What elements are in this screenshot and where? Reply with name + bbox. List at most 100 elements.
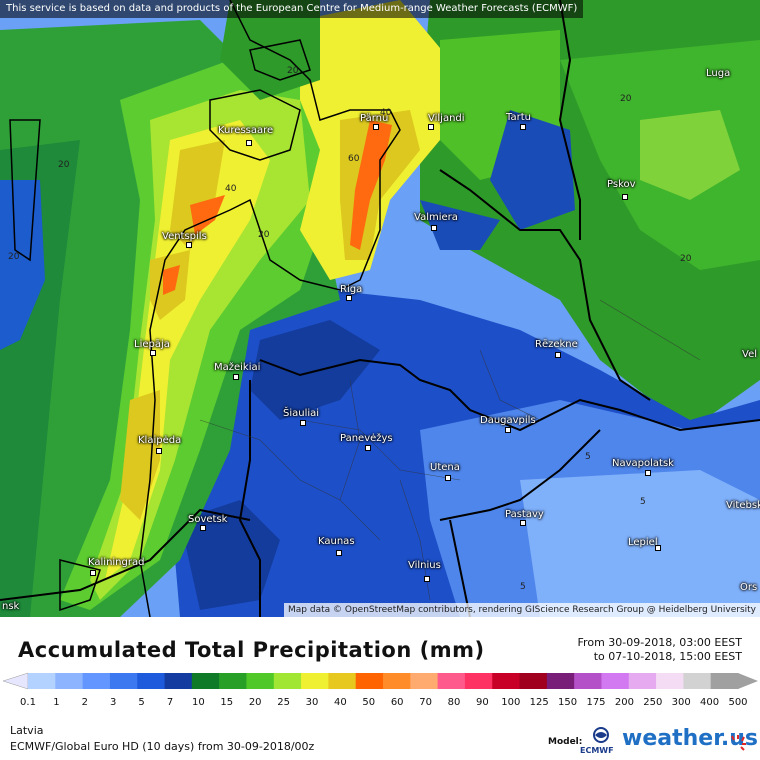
legend-swatch: [683, 673, 712, 689]
city-marker: [555, 352, 561, 358]
contour-label: 20: [58, 160, 70, 170]
city-marker: [431, 225, 437, 231]
legend-tick-label: 90: [476, 697, 489, 708]
legend-swatch: [601, 673, 630, 689]
city-marker: [655, 545, 661, 551]
city-label-luga[interactable]: Luga: [706, 68, 731, 79]
precip-10-valmiera: [420, 200, 500, 250]
city-label-siauliai[interactable]: Šiauliai: [283, 408, 320, 419]
hiiumaa-coast: [249, 39, 311, 81]
legend-tick-label: 0.1: [20, 697, 36, 708]
city-label-liepaja[interactable]: Liepāja: [134, 339, 170, 350]
city-label-tartu[interactable]: Tartu: [506, 112, 531, 123]
legend-swatch: [164, 673, 193, 689]
legend-tick-label: 125: [529, 697, 549, 708]
model-info: ECMWF/Global Euro HD (10 days) from 30-0…: [10, 740, 315, 753]
legend-tick-label: 25: [277, 697, 290, 708]
legend-swatch: [546, 673, 575, 689]
city-label-parnu[interactable]: Pärnu: [360, 113, 389, 124]
contour-label: 40: [225, 184, 237, 194]
city-label-kuressaare[interactable]: Kuressaare: [218, 125, 274, 136]
legend-tick-label: 40: [334, 697, 347, 708]
legend-swatch: [191, 673, 220, 689]
contour-label: 20: [680, 254, 692, 264]
city-label-rezekne[interactable]: Rēzekne: [535, 339, 578, 350]
legend-tick-label: 500: [728, 697, 748, 708]
city-marker: [90, 570, 96, 576]
lake-peipus: [490, 110, 575, 230]
city-label-sovetsk[interactable]: Sovetsk: [188, 514, 228, 525]
city-label-ventspils[interactable]: Ventspils: [162, 231, 207, 242]
country-borders: [0, 0, 760, 617]
curonian-lagoon: [59, 559, 101, 612]
city-marker: [246, 140, 252, 146]
legend-tick-label: 80: [447, 697, 461, 708]
city-label-edge-left[interactable]: nsk: [2, 601, 20, 612]
map-canvas: [0, 0, 760, 617]
city-label-pskov[interactable]: Pskov: [607, 179, 636, 190]
legend-arrow-low: [2, 672, 29, 690]
legend-tick-label: 70: [419, 697, 432, 708]
legend-tick-label: 30: [305, 697, 319, 708]
city-label-vitebsk[interactable]: Vitebsk: [726, 500, 760, 511]
legend-swatch: [383, 673, 411, 689]
contour-label: 60: [348, 154, 360, 164]
city-marker: [336, 550, 342, 556]
legend-tick-label: 7: [166, 697, 174, 708]
legend-swatch: [355, 673, 384, 689]
lithuania-belarus-border-south: [449, 519, 471, 617]
legend-swatch: [464, 673, 493, 689]
city-marker: [300, 420, 306, 426]
lithuania-kaliningrad-border: [238, 380, 261, 617]
saaremaa-coast: [209, 89, 301, 161]
city-label-riga[interactable]: Riga: [340, 284, 363, 295]
estonia-latvia-border: [439, 169, 651, 401]
legend-swatch: [301, 673, 329, 689]
city-marker: [428, 124, 434, 130]
precip-40-50-klaipeda: [120, 390, 160, 520]
legend-swatch: [519, 673, 548, 689]
city-marker: [520, 520, 526, 526]
legend-tick-label: 150: [558, 697, 578, 708]
legend-tick-label: 2: [81, 697, 88, 708]
precip-40-50-saaremaa: [170, 140, 225, 250]
latvia-lithuania-border: [259, 358, 760, 432]
city-label-navapolatsk[interactable]: Navapolatsk: [612, 458, 674, 469]
legend-tick-label: 10: [192, 697, 205, 708]
city-label-edge-right-top[interactable]: Vel: [742, 349, 757, 360]
city-label-kaunas[interactable]: Kaunas: [318, 536, 355, 547]
city-marker: [186, 242, 192, 248]
city-label-vilnius[interactable]: Vilnius: [408, 560, 441, 571]
city-label-daugavpils[interactable]: Daugavpils: [480, 415, 536, 426]
lithuania-belarus-border: [439, 429, 601, 521]
precipitation-map[interactable]: Kuressaare Pärnu Viljandi Tartu Luga Psk…: [0, 0, 760, 617]
city-label-edge-right-bottom[interactable]: Ors: [740, 582, 758, 593]
map-attribution[interactable]: Map data © OpenStreetMap contributors, r…: [284, 603, 760, 617]
legend-tick-label: 15: [220, 697, 234, 708]
legend-swatch: [628, 673, 657, 689]
legend-swatch: [437, 673, 466, 689]
city-label-kaliningrad[interactable]: Kaliningrad: [88, 557, 145, 568]
city-label-utena[interactable]: Utena: [430, 462, 460, 473]
weather-us-logo[interactable]: weather.us: [622, 726, 759, 751]
legend-tick-label: 175: [586, 697, 606, 708]
city-label-mazeikiai[interactable]: Mažeikiai: [214, 362, 261, 373]
precip-7-sea-west: [0, 180, 45, 350]
legend-tick-label: 3: [110, 697, 117, 708]
legend-swatch: [137, 673, 166, 689]
legend-tick-label: 300: [671, 697, 691, 708]
city-label-lepiel[interactable]: Lepiel: [628, 537, 658, 548]
estonia-russia-border: [558, 0, 581, 240]
gotland-coast: [9, 119, 41, 262]
legend-swatch: [273, 673, 302, 689]
legend-swatch: [82, 673, 111, 689]
city-label-klaipeda[interactable]: Klaipėda: [138, 435, 182, 446]
city-label-viljandi[interactable]: Viljandi: [428, 113, 465, 124]
legend-tick-label: 1: [53, 697, 60, 708]
city-label-panevezys[interactable]: Panevėžys: [340, 433, 393, 444]
legend-swatch: [328, 673, 357, 689]
city-label-valmiera[interactable]: Valmiera: [414, 212, 458, 223]
city-label-pastavy[interactable]: Pastavy: [505, 509, 544, 520]
region-borders: [199, 299, 701, 601]
legend-swatch: [219, 673, 247, 689]
